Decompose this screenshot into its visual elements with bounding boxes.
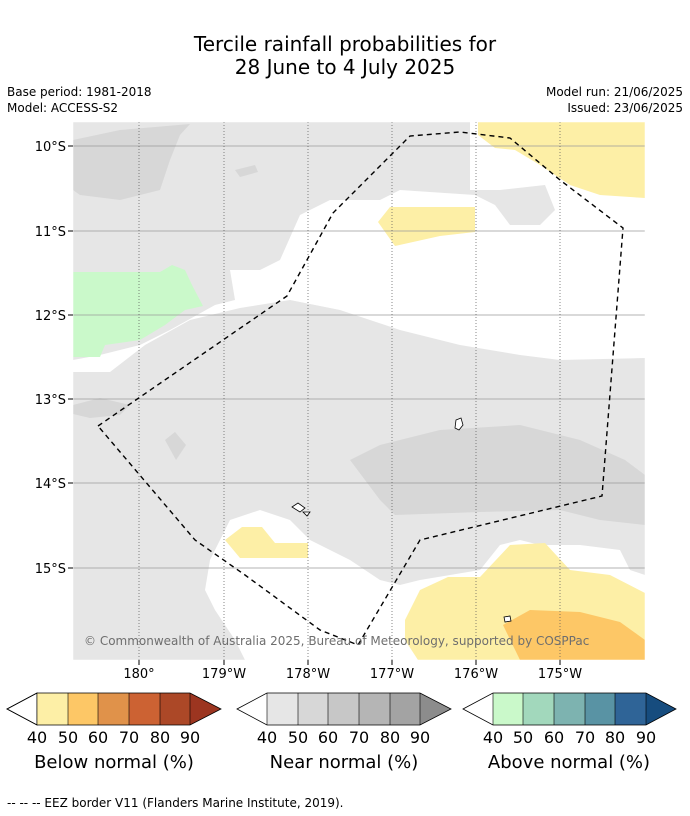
lat-label: 11°S xyxy=(35,225,66,240)
tick-label: 40 xyxy=(26,728,48,747)
tick-label: 50 xyxy=(57,728,79,747)
map-frame xyxy=(72,121,646,661)
title-line-2: 28 June to 4 July 2025 xyxy=(234,55,456,79)
island-outline xyxy=(454,417,464,431)
colorbar-above-label: Above normal (%) xyxy=(487,752,651,773)
eez-footer-note: -- -- -- EEZ border V11 (Flanders Marine… xyxy=(7,796,344,810)
tick-label: 70 xyxy=(118,728,140,747)
eez-border xyxy=(97,131,624,646)
tick-label: 50 xyxy=(512,728,534,747)
near-normal-mid-region xyxy=(235,165,258,177)
lon-label: 175°W xyxy=(538,667,582,682)
near-normal-region xyxy=(73,300,645,660)
tick-label: 70 xyxy=(574,728,596,747)
tick-label: 90 xyxy=(409,728,431,747)
tick-label: 50 xyxy=(287,728,309,747)
issued-date: Issued: 23/06/2025 xyxy=(567,101,683,115)
tick-label: 60 xyxy=(543,728,565,747)
lat-label: 15°S xyxy=(35,562,66,577)
axis-ticks xyxy=(68,145,561,665)
above-normal-region xyxy=(73,265,203,357)
tick-label: 90 xyxy=(179,728,201,747)
below-normal-region xyxy=(225,527,308,558)
tick-label: 40 xyxy=(256,728,278,747)
lat-label: 12°S xyxy=(35,309,66,324)
lon-label: 180° xyxy=(123,667,154,682)
tick-label: 70 xyxy=(348,728,370,747)
title-line-1: Tercile rainfall probabilities for xyxy=(193,32,497,56)
lat-label: 14°S xyxy=(35,477,66,492)
below-normal-mid-region xyxy=(503,610,645,660)
lat-label: 10°S xyxy=(35,140,66,155)
latitude-gridlines xyxy=(73,145,645,569)
colorbar-near-label: Near normal (%) xyxy=(269,752,419,773)
colorbar-below-label: Below normal (%) xyxy=(34,752,194,773)
tick-label: 40 xyxy=(482,728,504,747)
island-outline xyxy=(503,615,512,623)
below-normal-region xyxy=(378,207,475,246)
near-normal-mid-region xyxy=(350,425,645,525)
colorbar-near xyxy=(236,692,452,726)
lon-label: 176°W xyxy=(454,667,498,682)
model-name: Model: ACCESS-S2 xyxy=(7,101,119,115)
colorbar-below xyxy=(6,692,222,726)
tick-label: 80 xyxy=(604,728,626,747)
tick-label: 60 xyxy=(317,728,339,747)
below-normal-region xyxy=(478,122,645,198)
tick-label: 80 xyxy=(149,728,171,747)
near-normal-mid-region xyxy=(165,432,186,460)
lon-label: 177°W xyxy=(370,667,414,682)
lon-label: 178°W xyxy=(286,667,330,682)
lon-label: 179°W xyxy=(202,667,246,682)
tick-label: 80 xyxy=(379,728,401,747)
near-normal-mid-region xyxy=(73,124,190,200)
model-run: Model run: 21/06/2025 xyxy=(545,85,683,99)
island-outline xyxy=(302,511,311,517)
colorbar-above xyxy=(462,692,677,726)
credit-text: © Commonwealth of Australia 2025, Bureau… xyxy=(84,634,589,648)
tick-label: 90 xyxy=(635,728,657,747)
tick-label: 60 xyxy=(87,728,109,747)
base-period: Base period: 1981-2018 xyxy=(7,85,152,99)
map-area xyxy=(73,122,645,660)
island-outline xyxy=(291,502,306,513)
lat-label: 13°S xyxy=(35,393,66,408)
